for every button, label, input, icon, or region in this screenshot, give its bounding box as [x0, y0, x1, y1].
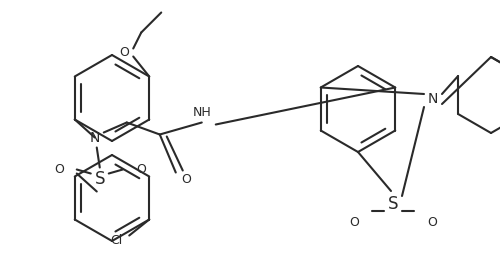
Text: O: O — [136, 163, 145, 176]
Text: N: N — [90, 131, 100, 144]
Text: O: O — [181, 173, 190, 186]
Text: O: O — [427, 215, 437, 228]
Text: S: S — [388, 195, 398, 213]
Text: Cl: Cl — [110, 234, 122, 247]
Text: O: O — [349, 215, 359, 228]
Text: O: O — [120, 46, 129, 59]
Text: S: S — [94, 170, 105, 189]
Text: O: O — [54, 163, 64, 176]
Text: N: N — [428, 92, 438, 106]
Text: NH: NH — [192, 106, 211, 119]
